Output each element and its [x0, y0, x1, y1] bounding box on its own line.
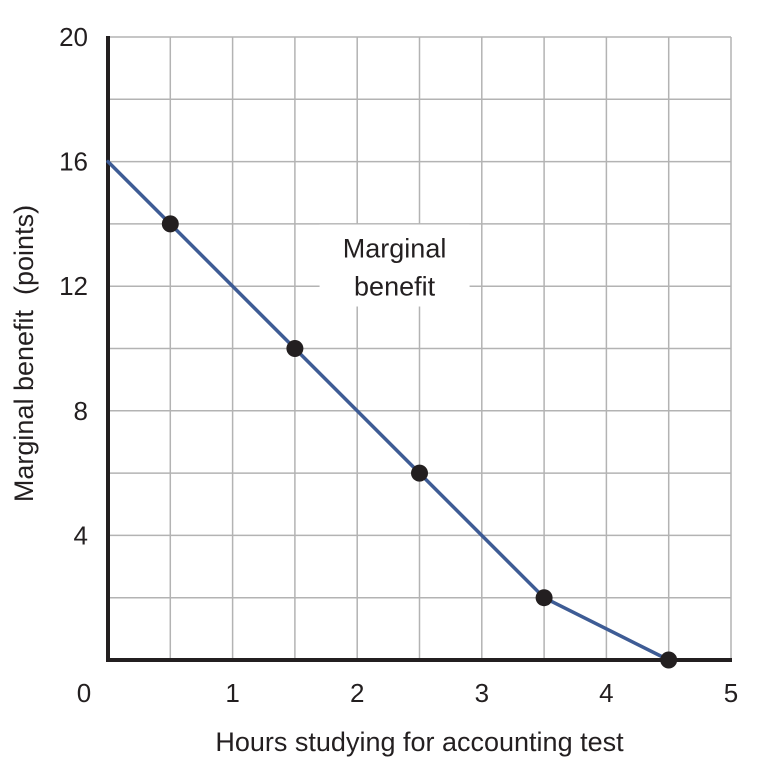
y-tick-label: 20 — [59, 22, 88, 52]
x-tick-label: 5 — [724, 678, 738, 708]
data-point — [161, 215, 179, 233]
markers-layer — [161, 215, 678, 669]
series-annotation: Marginal benefit — [319, 224, 470, 307]
x-tick-label: 0 — [77, 678, 91, 708]
y-axis-title: Marginal benefit (points) — [9, 205, 39, 502]
series-layer — [106, 159, 671, 662]
data-point — [535, 589, 553, 607]
x-tick-label: 3 — [475, 678, 489, 708]
data-point — [286, 340, 304, 357]
y-tick-label: 16 — [59, 147, 88, 177]
annotation-line: Marginal — [343, 234, 447, 264]
x-axis-title: Hours studying for accounting test — [215, 727, 624, 757]
axes — [106, 36, 732, 662]
annotation-line: benefit — [354, 272, 436, 302]
x-tick-label: 1 — [225, 678, 239, 708]
series-line-marginal-benefit — [106, 159, 671, 662]
y-tick-label: 12 — [59, 271, 88, 301]
x-tick-label: 4 — [599, 678, 613, 708]
y-tick-label: 4 — [74, 520, 88, 550]
data-point — [660, 651, 678, 669]
x-tick-label: 2 — [350, 678, 364, 708]
y-tick-label: 8 — [74, 396, 88, 426]
annotations-layer: Marginal benefit — [319, 224, 470, 307]
grid-lines — [108, 37, 731, 660]
data-point — [411, 464, 428, 482]
